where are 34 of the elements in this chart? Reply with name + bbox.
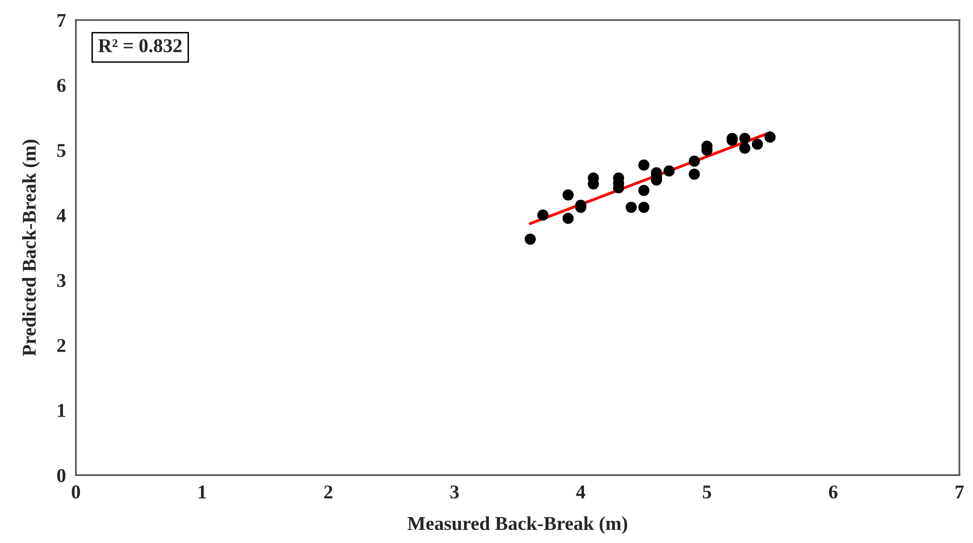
point [524,234,536,245]
point [739,142,750,154]
x-tick-label: 6 [828,485,838,499]
point [764,132,776,143]
y-tick-label: 2 [57,338,66,352]
x-tick-label: 7 [956,486,964,498]
point [638,159,650,171]
x-tick-label: 3 [450,485,459,499]
x-axis-title: Measured Back-Break (m) [408,516,628,534]
x-tick-label: 0 [72,485,80,499]
y-tick-label: 4 [56,209,66,222]
y-tick-label: 0 [57,468,66,482]
point [664,165,675,176]
y-tick-label: 1 [58,404,66,417]
annotation: R² = 0.832 [98,39,182,52]
point [688,156,700,167]
point [752,138,764,150]
x-tick-label: 5 [702,486,712,499]
point [562,189,574,201]
y-tick-label: 7 [58,14,66,27]
point [626,202,637,213]
point [537,210,548,221]
point [739,132,750,144]
point [562,212,574,224]
y-axis-title: Predicted Back-Break (m) [22,140,40,356]
y-tick-label: 6 [57,78,66,92]
point [688,168,700,180]
x-tick-label: 4 [576,486,586,498]
y-tick-label: 5 [57,144,66,158]
y-tick-label: 3 [57,274,66,288]
point [638,184,650,196]
x-tick-label: 2 [324,485,332,498]
x-tick-label: 1 [198,486,206,498]
point [638,202,650,213]
